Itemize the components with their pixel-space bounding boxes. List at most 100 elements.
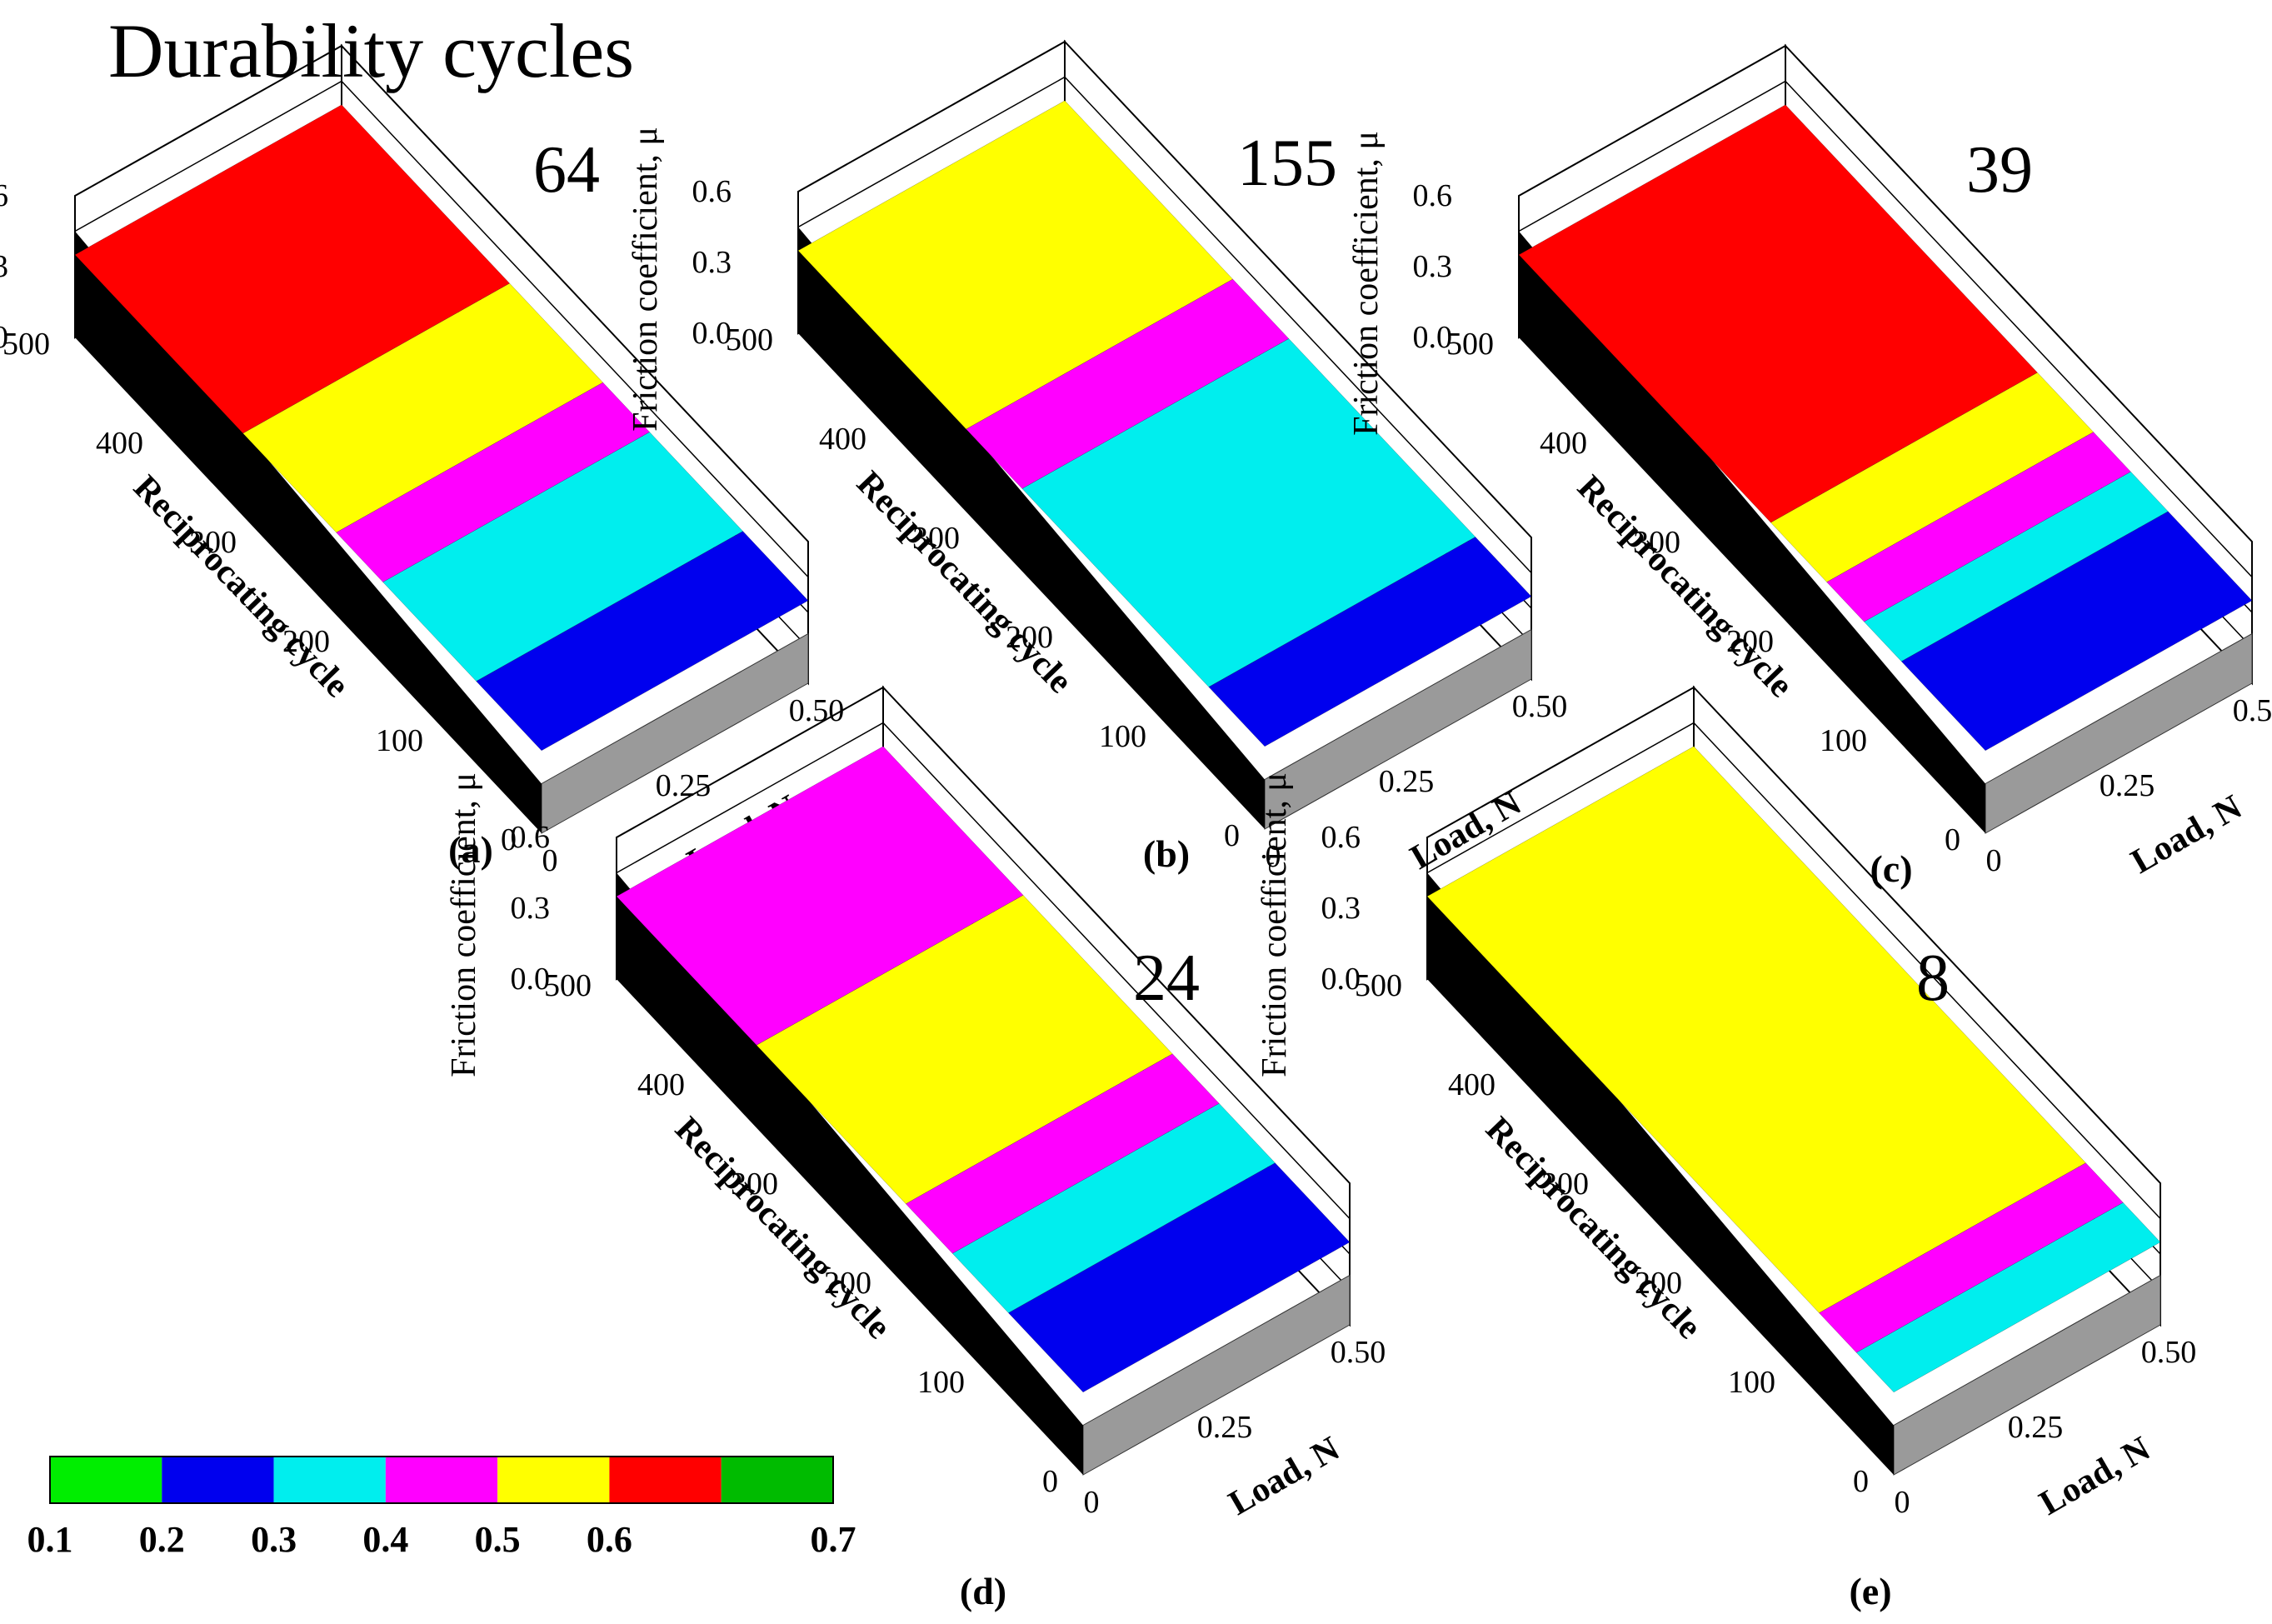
colorbar-label: 0.5 bbox=[475, 1519, 521, 1560]
y-tick-label: 100 bbox=[917, 1365, 965, 1400]
grid-line bbox=[1518, 80, 2253, 578]
durability-count: 8 bbox=[1916, 942, 1950, 1015]
panel-label: (e) bbox=[1849, 1570, 1891, 1612]
y-tick-label: 500 bbox=[1446, 327, 1494, 362]
left-face bbox=[1519, 231, 1985, 833]
z-tick-label: 0.3 bbox=[1413, 249, 1453, 284]
y-tick-label: 300 bbox=[189, 525, 237, 560]
y-tick-label: 300 bbox=[912, 521, 960, 556]
colorbar-label: 0.7 bbox=[811, 1519, 856, 1560]
z-tick-label: 0.6 bbox=[0, 178, 8, 213]
y-tick-label: 200 bbox=[282, 624, 330, 659]
y-tick-label: 100 bbox=[1820, 723, 1867, 758]
left-face bbox=[798, 227, 1265, 829]
colorbar-label: 0.6 bbox=[587, 1519, 632, 1560]
z-axis-label: Friction coefficient, μ bbox=[1256, 772, 1294, 1077]
x-tick-label: 0.25 bbox=[656, 768, 712, 803]
z-tick-label: 0.0 bbox=[511, 962, 551, 997]
y-tick-label: 300 bbox=[731, 1167, 778, 1202]
y-tick-label: 400 bbox=[96, 426, 143, 461]
z-axis-label: Friction coefficient, μ bbox=[1347, 131, 1386, 436]
durability-count: 64 bbox=[533, 133, 600, 207]
y-tick-label: 200 bbox=[1726, 624, 1774, 659]
y-tick-label: 500 bbox=[2, 327, 50, 362]
panel-label: (c) bbox=[1870, 847, 1912, 890]
colorbar: 0.1 0.2 0.3 0.4 0.5 0.6 0.7 bbox=[27, 1456, 856, 1560]
y-tick-label: 100 bbox=[376, 723, 423, 758]
y-tick-label: 200 bbox=[824, 1266, 871, 1301]
surface-band bbox=[616, 746, 1024, 1046]
z-tick-label: 0.3 bbox=[511, 891, 551, 926]
y-tick-label: 400 bbox=[637, 1067, 685, 1102]
panel-label: (a) bbox=[448, 828, 493, 871]
z-tick-label: 0.0 bbox=[692, 316, 732, 351]
x-tick-label: 0.25 bbox=[2100, 768, 2155, 803]
left-face bbox=[1427, 872, 1894, 1475]
durability-count: 39 bbox=[1966, 133, 2033, 207]
y-tick-label: 500 bbox=[544, 968, 592, 1003]
surface-band bbox=[1426, 746, 2086, 1313]
y-tick-label: 200 bbox=[1006, 620, 1053, 655]
z-axis-label: Friction coefficient, μ bbox=[445, 772, 483, 1077]
x-tick-label: 0.25 bbox=[1197, 1410, 1253, 1445]
y-tick-label: 400 bbox=[1448, 1067, 1496, 1102]
panel-b: 0.0 0.3 0.6 0 100 200 300 400 500 0 0.25 0.50 Fricti… bbox=[627, 39, 1568, 877]
panel-c: 0.0 0.3 0.6 0 100 200 300 400 500 0 0.25 0.50 Fricti… bbox=[1347, 43, 2272, 890]
z-tick-label: 0.0 bbox=[1413, 320, 1453, 355]
colorbar-segment bbox=[497, 1457, 610, 1503]
panel-label: (d) bbox=[960, 1570, 1006, 1612]
y-tick-label: 0 bbox=[501, 822, 517, 857]
colorbar-label: 0.4 bbox=[362, 1519, 408, 1560]
z-tick-label: 0.6 bbox=[692, 174, 732, 209]
z-tick-label: 0.6 bbox=[1321, 820, 1361, 855]
x-tick-label: 0.50 bbox=[2233, 693, 2272, 728]
y-tick-label: 300 bbox=[1633, 525, 1680, 560]
surface-band bbox=[74, 104, 511, 434]
x-tick-label: 0 bbox=[1895, 1485, 1910, 1520]
z-tick-label: 0.3 bbox=[692, 245, 732, 280]
panel-label: (b) bbox=[1143, 832, 1190, 875]
y-tick-label: 0 bbox=[1945, 822, 1960, 857]
y-tick-label: 400 bbox=[1540, 426, 1587, 461]
y-tick-label: 200 bbox=[1635, 1266, 1682, 1301]
x-tick-label: 0.50 bbox=[789, 693, 845, 728]
colorbar-segment bbox=[385, 1457, 498, 1503]
colorbar-segment bbox=[50, 1457, 162, 1503]
x-tick-label: 0 bbox=[1084, 1485, 1100, 1520]
z-tick-label: 0.3 bbox=[1321, 891, 1361, 926]
x-tick-label: 0.50 bbox=[1512, 689, 1568, 724]
y-tick-label: 0 bbox=[1853, 1464, 1869, 1499]
grid-line bbox=[1426, 722, 2161, 1220]
y-tick-label: 100 bbox=[1728, 1365, 1775, 1400]
y-tick-label: 300 bbox=[1541, 1167, 1589, 1202]
figure-title: Durability cycles bbox=[108, 8, 634, 93]
colorbar-segment bbox=[273, 1457, 386, 1503]
colorbar-label: 0.1 bbox=[27, 1519, 73, 1560]
x-tick-label: 0.25 bbox=[1379, 764, 1435, 799]
surface-band bbox=[797, 100, 1234, 430]
left-face bbox=[617, 872, 1083, 1475]
colorbar-segment bbox=[609, 1457, 722, 1503]
colorbar-label: 0.2 bbox=[139, 1519, 185, 1560]
y-tick-label: 400 bbox=[819, 422, 866, 457]
y-tick-label: 0 bbox=[1224, 818, 1240, 853]
x-tick-label: 0 bbox=[1266, 839, 1281, 874]
z-tick-label: 0.6 bbox=[1413, 178, 1453, 213]
colorbar-segment bbox=[721, 1457, 833, 1503]
y-tick-label: 500 bbox=[726, 322, 773, 357]
durability-count: 24 bbox=[1133, 942, 1200, 1015]
y-tick-label: 100 bbox=[1099, 719, 1146, 754]
surface-band bbox=[1518, 104, 2038, 523]
x-tick-label: 0 bbox=[1986, 843, 2002, 878]
z-tick-label: 0.0 bbox=[1321, 962, 1361, 997]
durability-count: 155 bbox=[1237, 127, 1337, 200]
z-tick-label: 0.6 bbox=[511, 820, 551, 855]
grid-line bbox=[74, 80, 809, 578]
x-tick-label: 0.50 bbox=[1331, 1335, 1386, 1370]
z-axis-label: Friction coefficient, μ bbox=[627, 127, 665, 432]
grid-line bbox=[616, 722, 1351, 1220]
y-tick-label: 500 bbox=[1355, 968, 1402, 1003]
colorbar-segment bbox=[162, 1457, 274, 1503]
z-tick-label: 0.3 bbox=[0, 249, 8, 284]
